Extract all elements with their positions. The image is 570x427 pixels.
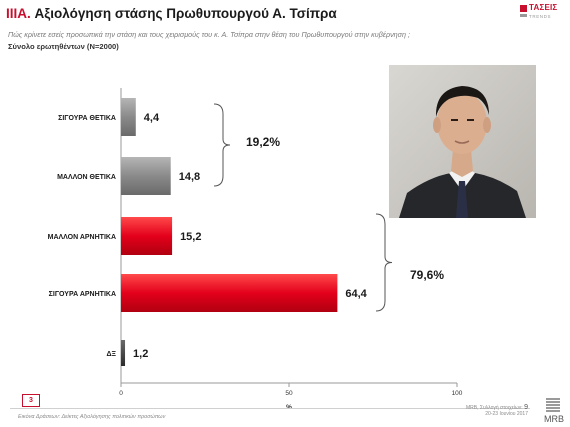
section-number: IIIA. <box>6 6 31 21</box>
category-label: ΜΑΛΛΟΝ ΘΕΤΙΚΑ <box>57 174 116 181</box>
value-label: 64,4 <box>345 288 367 300</box>
footer-page-number: 9 <box>524 404 528 411</box>
category-label: ΣΙΓΟΥΡΑ ΑΡΝΗΤΙΚΑ <box>49 291 116 298</box>
category-label: ΜΑΛΛΟΝ ΑΡΝΗΤΙΚΑ <box>48 234 116 241</box>
base-text: Σύνολο ερωτηθέντων (Ν=2000) <box>8 42 119 51</box>
footer-dates: 20-23 Ιουνίου 2017 <box>485 411 528 417</box>
x-tick-label: 50 <box>285 390 293 397</box>
bar-5 <box>121 340 126 366</box>
group-total-label: 19,2% <box>246 135 280 149</box>
value-label: 4,4 <box>144 112 160 124</box>
footer-page-box: 3 <box>22 394 40 407</box>
question-text: Πώς κρίνετε εσείς προσωπικά την στάση κα… <box>8 30 410 39</box>
prime-minister-portrait-image <box>389 65 536 218</box>
value-label: 1,2 <box>133 348 148 360</box>
footer-divider <box>10 408 530 409</box>
title-text: Αξιολόγηση στάσης Πρωθυπουργού Α. Τσίπρα <box>34 6 337 21</box>
value-label: 15,2 <box>180 231 201 243</box>
page-title: IIIA. Αξιολόγηση στάσης Πρωθυπουργού Α. … <box>6 6 337 21</box>
footer-source: Εικόνα Δράσεων: Δείκτες Αξιολόγησης πολι… <box>18 414 166 420</box>
x-tick-label: 100 <box>452 390 463 397</box>
logo-sub: TRENDS <box>529 14 552 19</box>
logo-bar-icon <box>520 14 527 17</box>
mrb-logo-icon <box>546 398 560 412</box>
category-label: ΔΞ <box>106 351 116 358</box>
mrb-brand: MRB <box>544 414 564 424</box>
bar-2 <box>121 157 171 195</box>
bar-1 <box>121 98 136 136</box>
category-label: ΣΙΓΟΥΡΑ ΘΕΤΙΚΑ <box>58 115 116 122</box>
footer-info: MRB, Συλλογή στοιχείων: 9 20-23 Ιουνίου … <box>448 404 528 417</box>
x-axis-label: % <box>286 404 292 411</box>
logo-mark-icon <box>520 5 527 12</box>
value-label: 14,8 <box>179 171 200 183</box>
tasis-logo: ΤΑΣΕΙΣ TRENDS <box>520 3 566 25</box>
group-total-label: 79,6% <box>410 268 444 282</box>
logo-name: ΤΑΣΕΙΣ <box>529 3 558 12</box>
bar-4 <box>121 274 338 312</box>
bar-3 <box>121 217 173 255</box>
x-tick-label: 0 <box>119 390 123 397</box>
group-brace <box>375 213 393 312</box>
footer-survey: MRB, Συλλογή στοιχείων: <box>465 405 523 411</box>
group-brace <box>213 103 231 187</box>
